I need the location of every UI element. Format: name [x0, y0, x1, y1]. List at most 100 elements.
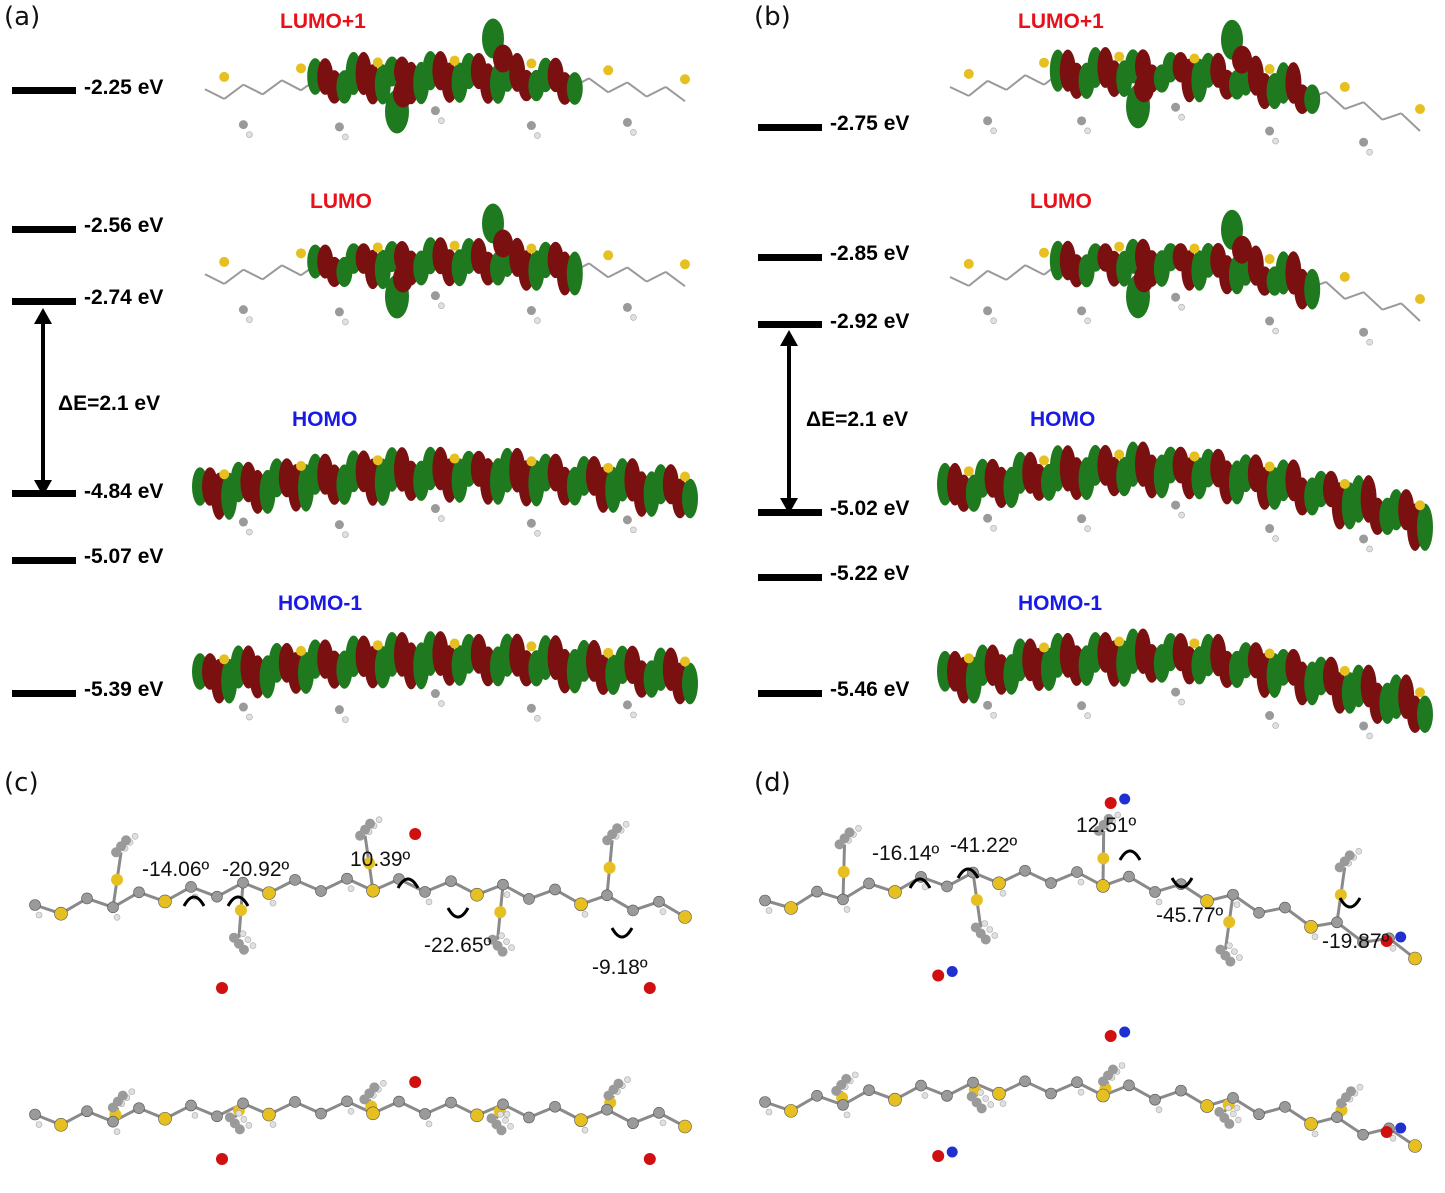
orbital-lobe: [493, 229, 513, 258]
oxygen-atom: [1104, 797, 1117, 809]
sulfur-atom: [603, 462, 614, 473]
hydrogen-atom: [1389, 945, 1397, 952]
carbon-atom: [1227, 1092, 1239, 1104]
dihedral-angle-d2: -41.22º: [950, 834, 1018, 857]
bond: [968, 80, 989, 97]
energy-b-homo: -5.02 eV: [830, 497, 910, 520]
carbon-atom: [1045, 877, 1057, 889]
bond: [588, 77, 609, 94]
hydrogen-atom: [502, 1117, 509, 1124]
sulfur-atom: [449, 638, 460, 649]
carbon-atom: [445, 875, 457, 887]
bond: [1382, 302, 1402, 311]
sulfur-atom: [372, 455, 383, 466]
molecule-atoms: [759, 1026, 1422, 1162]
sulfur-atom: [158, 894, 172, 909]
carbon-atom: [1227, 888, 1239, 901]
hydrogen-atom: [342, 716, 349, 723]
carbon-atom: [107, 1115, 119, 1128]
hydrogen-atom: [1366, 148, 1373, 156]
energy-b-lumo: -2.85 eV: [830, 242, 910, 265]
hydrogen-atom: [1084, 127, 1091, 135]
sulfur-atom: [1339, 665, 1350, 676]
sulfur-atom: [1223, 916, 1236, 929]
sulfur-atom: [1189, 243, 1200, 254]
hydrogen-atom: [244, 936, 252, 944]
dihedral-arc-c5: [610, 927, 634, 939]
level-a-lumo-lowest: [12, 298, 76, 305]
sulfur-atom: [111, 873, 124, 886]
orbital-b-lumo-plus-1-picture: [949, 19, 1425, 156]
hydrogen-atom: [534, 530, 541, 537]
hydrogen-atom: [1178, 698, 1185, 706]
nitrogen-atom: [946, 966, 958, 977]
carbon-atom: [1224, 1118, 1235, 1129]
hydrogen-atom: [503, 1111, 511, 1118]
bond: [1382, 112, 1402, 121]
carbon-atom: [601, 1103, 613, 1116]
hydrogen-atom: [425, 1120, 433, 1128]
orbital-a-homo-picture: [192, 446, 698, 538]
bond: [242, 268, 264, 281]
bond: [1325, 281, 1346, 300]
hydrogen-atom: [1272, 327, 1279, 335]
bond: [281, 264, 302, 277]
hydrogen-atom: [1178, 303, 1185, 311]
sulfur-atom: [262, 1107, 276, 1122]
sulfur-atom: [1039, 247, 1049, 258]
carbon-atom: [81, 892, 93, 905]
sulfur-atom: [1408, 1139, 1422, 1153]
hydrogen-atom: [851, 1071, 859, 1079]
hydrogen-atom: [245, 1122, 253, 1129]
sulfur-atom: [1200, 894, 1214, 908]
hydrogen-atom: [921, 1092, 929, 1099]
sulfur-atom: [1339, 81, 1350, 92]
energy-a-lumo-plus-1: -2.25 eV: [84, 76, 164, 99]
carbon-atom: [334, 520, 344, 530]
carbon-atom: [526, 306, 536, 316]
carbon-atom: [1265, 524, 1275, 534]
carbon-atom: [653, 895, 665, 908]
bond: [1400, 112, 1421, 132]
bond: [1005, 74, 1026, 91]
energy-b-homo-minus-1: -5.46 eV: [830, 678, 910, 701]
carbon-atom: [1331, 1111, 1343, 1124]
sulfur-atom: [296, 248, 306, 259]
carbon-atom: [1225, 956, 1236, 967]
sulfur-atom: [219, 469, 230, 480]
hydrogen-atom: [438, 117, 445, 124]
carbon-atom: [1279, 1101, 1291, 1113]
hydrogen-atom: [765, 1108, 773, 1116]
hydrogen-atom: [843, 906, 851, 913]
sulfur-atom: [963, 68, 974, 79]
hydrogen-atom: [1084, 317, 1091, 325]
hydrogen-atom: [534, 132, 541, 139]
orbital-lobe: [393, 79, 413, 108]
dihedral-angle-d3: 12.51º: [1076, 814, 1137, 837]
sulfur-atom: [1264, 64, 1275, 75]
bond: [646, 271, 667, 283]
carbon-atom: [289, 1096, 301, 1108]
carbon-atom: [1123, 870, 1135, 883]
sulfur-atom: [54, 1118, 68, 1132]
hydrogen-atom: [659, 1119, 667, 1127]
carbon-atom: [117, 1090, 128, 1101]
bond: [665, 271, 686, 288]
sulfur-atom: [526, 58, 537, 69]
carbon-atom: [133, 886, 145, 899]
energy-b-lumo-plus-1: -2.75 eV: [830, 112, 910, 135]
hydrogen-atom: [35, 911, 43, 919]
carbon-atom: [237, 876, 249, 889]
oxygen-atom: [409, 1076, 422, 1088]
hydrogen-atom: [1272, 722, 1279, 729]
orbital-lobes: [937, 628, 1433, 740]
hydrogen-atom: [113, 1128, 121, 1135]
orbital-title-a-homo-minus-1: HOMO-1: [278, 592, 362, 615]
carbon-atom: [1265, 316, 1275, 326]
orbital-lobe: [1417, 695, 1433, 733]
sulfur-atom: [158, 1111, 172, 1126]
orbital-lobe: [1304, 84, 1321, 115]
hydrogen-atom: [1178, 113, 1185, 121]
carbon-atom: [653, 1107, 665, 1119]
sulfur-atom: [526, 641, 537, 652]
